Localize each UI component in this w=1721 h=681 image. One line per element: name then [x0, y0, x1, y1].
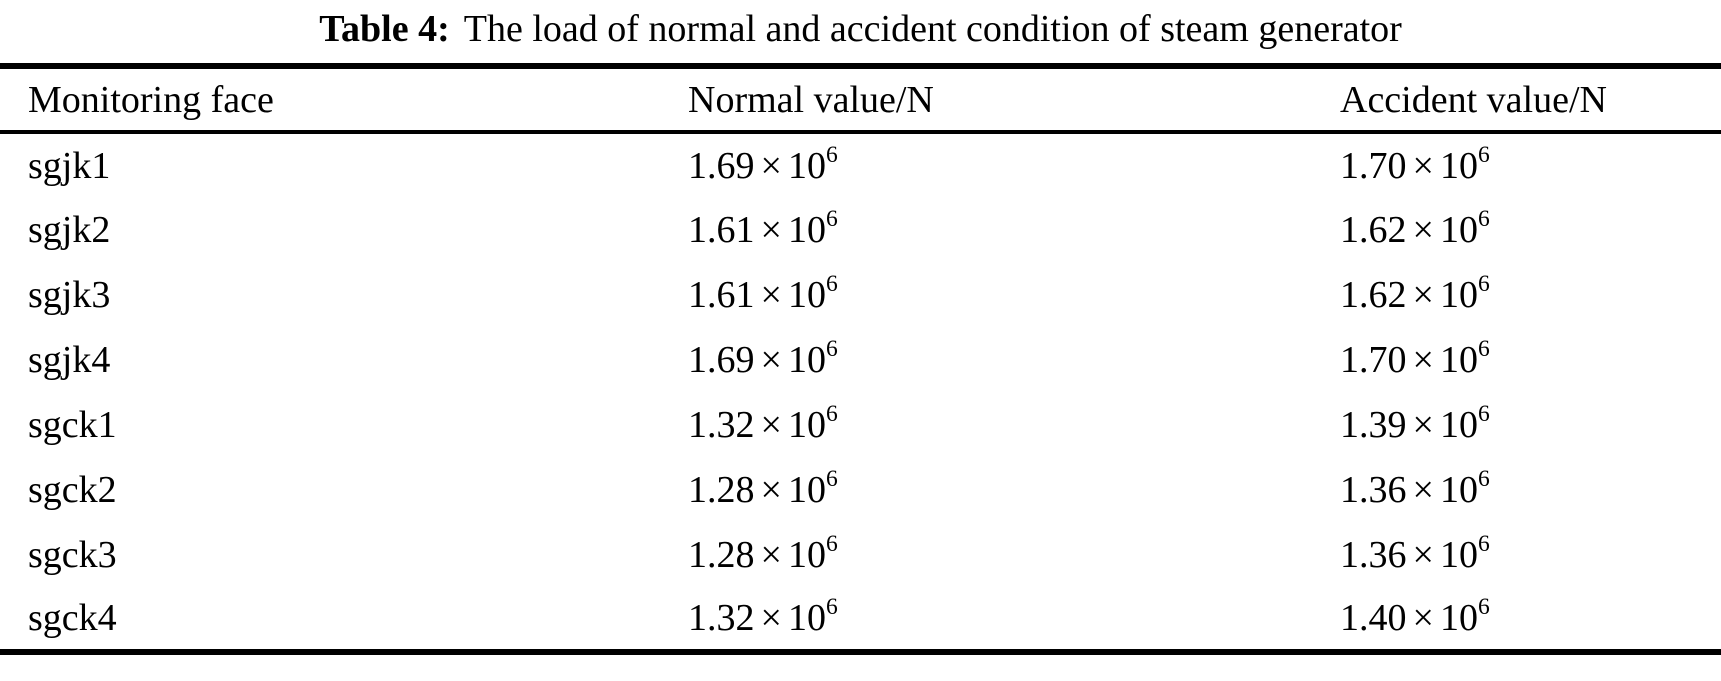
normal-value-cell: 1.61 × 106 [688, 205, 838, 251]
table-header: Monitoring face Normal value/N Accident … [0, 66, 1721, 134]
multiplication-sign: × [760, 338, 782, 381]
accident-value-cell: 1.70 × 106 [1340, 335, 1490, 381]
table-body: sgjk1 1.69 × 106 1.70 × 106 sgjk2 1.61 × 106 1.62 × 1… [0, 132, 1721, 652]
normal-value-cell: 1.69 × 106 [688, 335, 838, 381]
multiplication-sign: × [760, 403, 782, 446]
monitoring-face-cell: sgck3 [28, 533, 117, 576]
table-row: sgjk1 1.69 × 106 1.70 × 106 [0, 132, 1721, 197]
normal-value-cell: 1.32 × 106 [688, 400, 838, 446]
normal-value-cell: 1.61 × 106 [688, 270, 838, 316]
exponent: 6 [1477, 270, 1490, 297]
exponent: 6 [825, 205, 838, 232]
exponent: 6 [1477, 335, 1490, 362]
multiplication-sign: × [760, 208, 782, 251]
multiplication-sign: × [760, 597, 782, 639]
normal-value-cell: 1.28 × 106 [688, 465, 838, 511]
monitoring-face-cell: sgjk3 [28, 273, 111, 316]
multiplication-sign: × [760, 533, 782, 576]
table-row: sgck1 1.32 × 106 1.39 × 106 [0, 392, 1721, 457]
exponent: 6 [1477, 594, 1490, 621]
exponent: 6 [825, 530, 838, 557]
monitoring-face-cell: sgjk2 [28, 208, 111, 251]
table-row: sgjk3 1.61 × 106 1.62 × 106 [0, 262, 1721, 327]
exponent: 6 [1477, 465, 1490, 492]
table-row: sgjk2 1.61 × 106 1.62 × 106 [0, 197, 1721, 262]
table-caption: Table 4: The load of normal and accident … [0, 0, 1721, 57]
exponent: 6 [825, 465, 838, 492]
normal-value-cell: 1.69 × 106 [688, 141, 838, 187]
header-row: Monitoring face Normal value/N Accident … [0, 66, 1721, 134]
exponent: 6 [1477, 205, 1490, 232]
multiplication-sign: × [1412, 597, 1434, 639]
table-row: sgck3 1.28 × 106 1.36 × 106 [0, 522, 1721, 587]
accident-value-cell: 1.62 × 106 [1340, 205, 1490, 251]
accident-value-cell: 1.39 × 106 [1340, 400, 1490, 446]
multiplication-sign: × [760, 273, 782, 316]
multiplication-sign: × [760, 468, 782, 511]
multiplication-sign: × [1412, 273, 1434, 316]
data-table: Monitoring face Normal value/N Accident … [0, 63, 1721, 655]
exponent: 6 [1477, 400, 1490, 427]
column-header-normal-value: Normal value/N [688, 66, 1340, 134]
multiplication-sign: × [760, 144, 782, 187]
monitoring-face-cell: sgck1 [28, 403, 117, 446]
table-caption-label: Table 4: [319, 8, 450, 50]
monitoring-face-cell: sgck2 [28, 468, 117, 511]
table-caption-text: The load of normal and accident conditio… [463, 8, 1402, 50]
table-row: sgck4 1.32 × 106 1.40 × 106 [0, 587, 1721, 652]
multiplication-sign: × [1412, 403, 1434, 446]
accident-value-cell: 1.36 × 106 [1340, 530, 1490, 576]
table-row: sgck2 1.28 × 106 1.36 × 106 [0, 457, 1721, 522]
accident-value-cell: 1.40 × 106 [1340, 594, 1490, 639]
normal-value-cell: 1.32 × 106 [688, 594, 838, 639]
exponent: 6 [825, 400, 838, 427]
multiplication-sign: × [1412, 338, 1434, 381]
multiplication-sign: × [1412, 144, 1434, 187]
multiplication-sign: × [1412, 533, 1434, 576]
column-header-accident-value: Accident value/N [1340, 66, 1721, 134]
normal-value-cell: 1.28 × 106 [688, 530, 838, 576]
accident-value-cell: 1.70 × 106 [1340, 141, 1490, 187]
exponent: 6 [1477, 141, 1490, 168]
multiplication-sign: × [1412, 208, 1434, 251]
exponent: 6 [825, 270, 838, 297]
column-header-monitoring-face: Monitoring face [0, 66, 688, 134]
exponent: 6 [825, 335, 838, 362]
multiplication-sign: × [1412, 468, 1434, 511]
table-row: sgjk4 1.69 × 106 1.70 × 106 [0, 327, 1721, 392]
exponent: 6 [825, 594, 838, 621]
accident-value-cell: 1.36 × 106 [1340, 465, 1490, 511]
exponent: 6 [1477, 530, 1490, 557]
exponent: 6 [825, 141, 838, 168]
monitoring-face-cell: sgjk4 [28, 338, 111, 381]
accident-value-cell: 1.62 × 106 [1340, 270, 1490, 316]
monitoring-face-cell: sgjk1 [28, 144, 111, 187]
monitoring-face-cell: sgck4 [28, 597, 117, 639]
